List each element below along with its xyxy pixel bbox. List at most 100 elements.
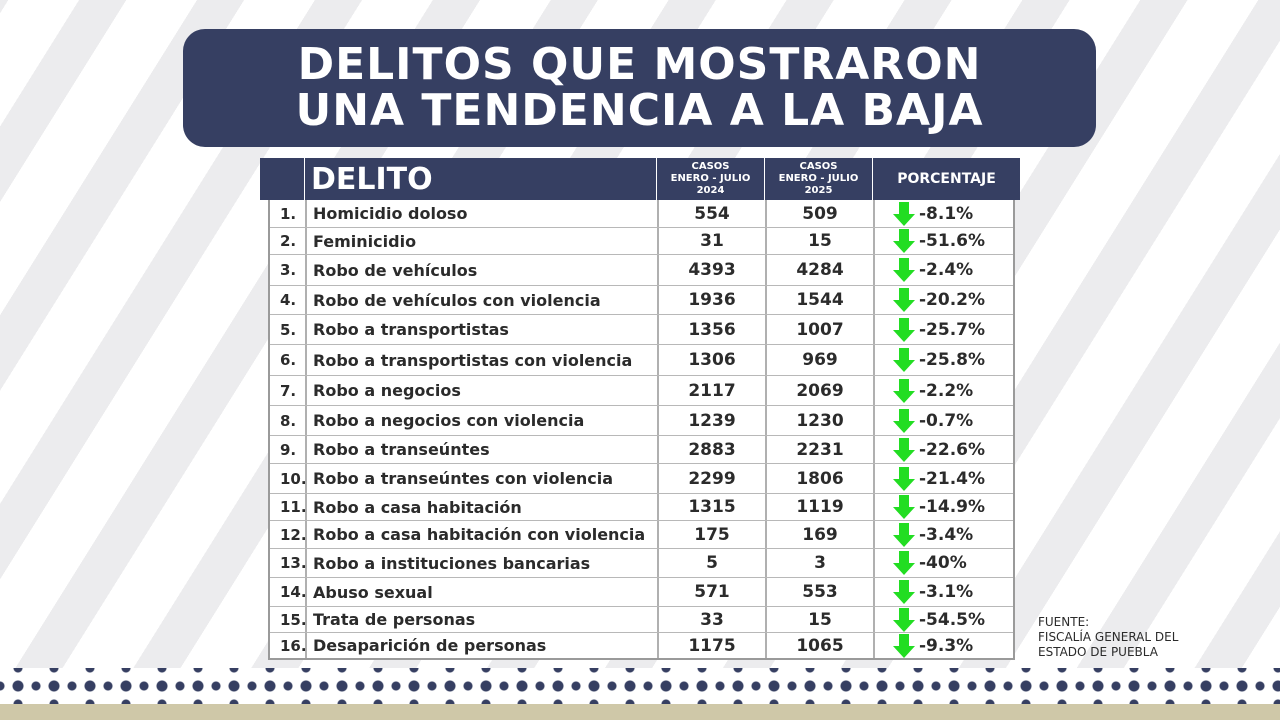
row-porcentaje-value: -14.9%	[919, 497, 986, 517]
row-number: 9.	[270, 436, 307, 463]
row-porcentaje: -0.7%	[875, 406, 1013, 435]
row-porcentaje: -20.2%	[875, 286, 1013, 314]
row-porcentaje: -54.5%	[875, 607, 1013, 632]
down-arrow-icon	[893, 258, 915, 282]
row-number: 5.	[270, 315, 307, 344]
row-porcentaje: -21.4%	[875, 464, 1013, 493]
row-casos-2025: 969	[767, 345, 875, 375]
row-casos-2024: 1306	[659, 345, 767, 375]
table-row: 16. Desaparición de personas 1175 1065 -9.3%	[270, 632, 1013, 658]
down-arrow-icon	[893, 551, 915, 575]
row-delito: Trata de personas	[307, 607, 659, 632]
row-casos-2024: 1315	[659, 494, 767, 520]
table-row: 14. Abuso sexual 571 553 -3.1%	[270, 577, 1013, 606]
row-casos-2025: 509	[767, 200, 875, 227]
table-row: 1. Homicidio doloso 554 509 -8.1%	[270, 200, 1013, 227]
row-delito: Robo a transeúntes con violencia	[307, 464, 659, 493]
row-porcentaje-value: -20.2%	[919, 290, 986, 310]
down-arrow-icon	[893, 229, 915, 253]
row-casos-2024: 5	[659, 549, 767, 577]
row-casos-2025: 553	[767, 578, 875, 606]
row-porcentaje-value: -21.4%	[919, 468, 986, 489]
row-number: 4.	[270, 286, 307, 314]
row-casos-2025: 15	[767, 607, 875, 632]
row-casos-2024: 31	[659, 228, 767, 254]
row-casos-2025: 15	[767, 228, 875, 254]
down-arrow-icon	[893, 437, 915, 462]
row-porcentaje: -2.4%	[875, 255, 1013, 285]
row-casos-2024: 2299	[659, 464, 767, 493]
row-porcentaje: -25.8%	[875, 345, 1013, 375]
row-casos-2024: 554	[659, 200, 767, 227]
source-note: FUENTE: FISCALÍA GENERAL DEL ESTADO DE P…	[1038, 615, 1178, 660]
source-line-1: FISCALÍA GENERAL DEL	[1038, 630, 1179, 644]
row-porcentaje-value: -9.3%	[919, 635, 974, 656]
row-porcentaje-value: -0.7%	[919, 410, 974, 431]
row-casos-2024: 4393	[659, 255, 767, 285]
row-casos-2024: 175	[659, 521, 767, 548]
row-casos-2025: 1230	[767, 406, 875, 435]
row-porcentaje: -40%	[875, 549, 1013, 577]
row-casos-2025: 3	[767, 549, 875, 577]
row-delito: Robo de vehículos	[307, 255, 659, 285]
row-casos-2024: 33	[659, 607, 767, 632]
row-delito: Homicidio doloso	[307, 200, 659, 227]
down-arrow-icon	[893, 378, 915, 403]
table-row: 6. Robo a transportistas con violencia 130…	[270, 344, 1013, 375]
row-delito: Robo a casa habitación con violencia	[307, 521, 659, 548]
row-delito: Desaparición de personas	[307, 633, 659, 658]
row-casos-2024: 1356	[659, 315, 767, 344]
row-porcentaje-value: -25.8%	[919, 350, 986, 370]
row-porcentaje-value: -2.4%	[919, 260, 974, 280]
header-casos-2025: CASOS ENERO - JULIO 2025	[765, 158, 873, 200]
title-line-1: DELITOS QUE MOSTRARON	[297, 39, 982, 90]
row-number: 13.	[270, 549, 307, 577]
row-delito: Robo a casa habitación	[307, 494, 659, 520]
table-row: 7. Robo a negocios 2117 2069 -2.2%	[270, 375, 1013, 405]
row-porcentaje: -22.6%	[875, 436, 1013, 463]
row-porcentaje: -2.2%	[875, 376, 1013, 405]
row-casos-2025: 1544	[767, 286, 875, 314]
row-casos-2024: 571	[659, 578, 767, 606]
row-porcentaje-value: -3.1%	[919, 582, 974, 602]
down-arrow-icon	[893, 348, 915, 372]
title-line-2: UNA TENDENCIA A LA BAJA	[295, 85, 984, 136]
down-arrow-icon	[893, 633, 915, 658]
header-casos-2024: CASOS ENERO - JULIO 2024	[657, 158, 765, 200]
row-porcentaje-value: -25.7%	[919, 319, 986, 340]
row-delito: Robo a negocios con violencia	[307, 406, 659, 435]
row-number: 16.	[270, 633, 307, 658]
row-porcentaje-value: -40%	[919, 553, 967, 573]
row-casos-2024: 2883	[659, 436, 767, 463]
header-number-column	[260, 158, 305, 200]
row-porcentaje-value: -8.1%	[919, 203, 974, 224]
row-casos-2024: 1175	[659, 633, 767, 658]
table-row: 8. Robo a negocios con violencia 1239 1230 -…	[270, 405, 1013, 435]
row-casos-2024: 1936	[659, 286, 767, 314]
row-number: 12.	[270, 521, 307, 548]
down-arrow-icon	[893, 607, 915, 632]
row-porcentaje: -8.1%	[875, 200, 1013, 227]
table-row: 9. Robo a transeúntes 2883 2231 -22.6%	[270, 435, 1013, 463]
down-arrow-icon	[893, 408, 915, 433]
down-arrow-icon	[893, 580, 915, 604]
row-casos-2025: 1806	[767, 464, 875, 493]
row-number: 8.	[270, 406, 307, 435]
row-porcentaje-value: -3.4%	[919, 524, 974, 545]
row-porcentaje-value: -2.2%	[919, 380, 974, 401]
row-casos-2025: 2231	[767, 436, 875, 463]
row-number: 2.	[270, 228, 307, 254]
table-row: 10. Robo a transeúntes con violencia 2299 1…	[270, 463, 1013, 493]
table-row: 4. Robo de vehículos con violencia 1936 154…	[270, 285, 1013, 314]
row-delito: Abuso sexual	[307, 578, 659, 606]
down-arrow-icon	[893, 201, 915, 226]
table-row: 2. Feminicidio 31 15 -51.6%	[270, 227, 1013, 254]
row-casos-2025: 1007	[767, 315, 875, 344]
row-delito: Robo de vehículos con violencia	[307, 286, 659, 314]
row-number: 3.	[270, 255, 307, 285]
row-casos-2024: 2117	[659, 376, 767, 405]
row-porcentaje: -51.6%	[875, 228, 1013, 254]
row-delito: Robo a transportistas con violencia	[307, 345, 659, 375]
down-arrow-icon	[893, 522, 915, 547]
table-header: DELITO CASOS ENERO - JULIO 2024 CASOS EN…	[260, 158, 1020, 200]
